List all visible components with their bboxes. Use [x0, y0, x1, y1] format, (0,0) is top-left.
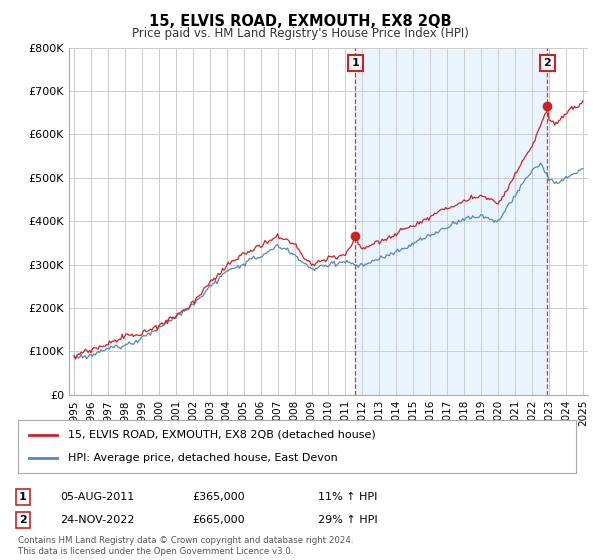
- Text: 15, ELVIS ROAD, EXMOUTH, EX8 2QB: 15, ELVIS ROAD, EXMOUTH, EX8 2QB: [149, 14, 451, 29]
- Text: 15, ELVIS ROAD, EXMOUTH, EX8 2QB (detached house): 15, ELVIS ROAD, EXMOUTH, EX8 2QB (detach…: [68, 430, 376, 440]
- Text: 29% ↑ HPI: 29% ↑ HPI: [318, 515, 377, 525]
- Text: 11% ↑ HPI: 11% ↑ HPI: [318, 492, 377, 502]
- Text: 05-AUG-2011: 05-AUG-2011: [60, 492, 134, 502]
- Text: Contains HM Land Registry data © Crown copyright and database right 2024.
This d: Contains HM Land Registry data © Crown c…: [18, 536, 353, 556]
- Text: HPI: Average price, detached house, East Devon: HPI: Average price, detached house, East…: [68, 453, 338, 463]
- Text: 2: 2: [19, 515, 26, 525]
- Text: 1: 1: [19, 492, 26, 502]
- Text: 24-NOV-2022: 24-NOV-2022: [60, 515, 134, 525]
- Text: £365,000: £365,000: [192, 492, 245, 502]
- Bar: [355, 48, 547, 395]
- Text: 1: 1: [352, 58, 359, 68]
- Text: £665,000: £665,000: [192, 515, 245, 525]
- Text: 2: 2: [544, 58, 551, 68]
- Text: Price paid vs. HM Land Registry's House Price Index (HPI): Price paid vs. HM Land Registry's House …: [131, 27, 469, 40]
